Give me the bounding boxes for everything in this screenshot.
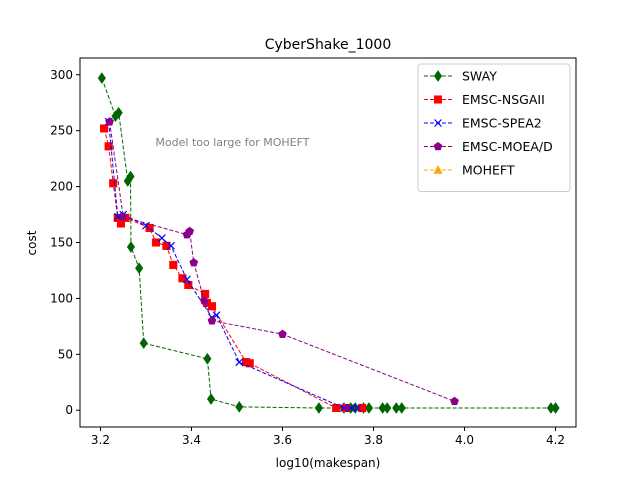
x-tick-label: 3.2 <box>91 433 110 447</box>
data-point <box>104 142 113 151</box>
data-point <box>189 258 199 267</box>
legend-marker <box>433 164 443 174</box>
data-point <box>551 402 560 414</box>
data-point <box>151 238 161 247</box>
data-point <box>105 117 114 126</box>
data-point <box>235 400 244 413</box>
y-axis-label: cost <box>25 230 39 255</box>
data-point <box>100 124 109 133</box>
y-tick-label: 100 <box>50 291 73 305</box>
data-point <box>207 316 217 325</box>
axes-layer: 3.2 3.4 3.6 3.8 4.0 4.2 0 50 100 150 200 250 300 <box>50 57 577 447</box>
y-tick-label: 150 <box>50 236 73 250</box>
y-tick-label: 200 <box>50 180 73 194</box>
legend-marker <box>433 141 443 151</box>
data-point <box>139 337 148 350</box>
legend-marker <box>433 95 443 104</box>
legend-marker <box>433 70 443 82</box>
legend-entry: EMSC-NSGAII <box>424 92 545 107</box>
data-point <box>97 72 106 85</box>
data-point <box>185 226 195 236</box>
data-point <box>183 275 191 284</box>
legend-label: EMSC-SPEA2 <box>462 116 542 131</box>
data-point <box>109 179 118 188</box>
data-point <box>314 402 324 414</box>
y-tick-label: 50 <box>58 347 73 361</box>
x-tick-label: 3.8 <box>364 433 383 447</box>
data-point <box>135 262 144 275</box>
x-tick-label: 4.0 <box>455 433 474 447</box>
data-point <box>169 260 178 269</box>
data-point <box>126 170 135 183</box>
legend-label: MOHEFT <box>462 163 515 178</box>
x-tick-label: 3.6 <box>273 433 292 447</box>
data-point <box>167 241 175 250</box>
data-point <box>346 404 355 412</box>
legend-entry: EMSC-MOEA/D <box>424 139 553 154</box>
data-point <box>114 106 123 119</box>
legend-entry: SWAY <box>424 69 497 84</box>
data-point <box>278 329 287 338</box>
x-tick-label: 4.2 <box>546 433 565 447</box>
data-point <box>353 404 362 412</box>
y-tick-label: 300 <box>50 68 73 82</box>
data-point <box>392 402 401 414</box>
data-point <box>397 402 406 414</box>
y-tick-label: 250 <box>50 124 73 138</box>
legend-entry: EMSC-SPEA2 <box>424 116 542 131</box>
data-point <box>157 234 166 242</box>
legend-entry: MOHEFT <box>424 163 515 178</box>
data-point <box>450 396 459 406</box>
data-point <box>245 359 254 368</box>
data-point <box>207 302 217 311</box>
data-point <box>364 402 374 414</box>
legend: SWAY EMSC-NSGAII EMSC-SPEA2 EMSC-MOEA/D MOHE… <box>417 63 571 192</box>
data-point <box>206 393 216 405</box>
data-point <box>118 212 128 221</box>
data-point <box>383 402 392 414</box>
legend-label: SWAY <box>462 69 497 84</box>
data-point <box>332 403 341 413</box>
data-point <box>199 296 209 305</box>
data-point <box>203 352 212 365</box>
legend-box <box>417 63 571 192</box>
series-emsc-moea-d <box>105 117 459 406</box>
y-tick-label: 0 <box>65 403 73 417</box>
legend-label: EMSC-MOEA/D <box>462 139 553 154</box>
data-point <box>235 358 244 367</box>
series-layer <box>97 72 560 414</box>
x-axis-label: log10(makespan) <box>276 456 381 470</box>
annotation-text: Model too large for MOHEFT <box>155 136 309 149</box>
x-tick-label: 3.4 <box>182 433 201 447</box>
data-point <box>340 404 348 412</box>
data-point <box>126 241 136 253</box>
data-point <box>212 311 221 320</box>
chart-title: CyberShake_1000 <box>265 37 392 53</box>
legend-marker <box>434 119 442 127</box>
legend-label: EMSC-NSGAII <box>462 92 545 107</box>
